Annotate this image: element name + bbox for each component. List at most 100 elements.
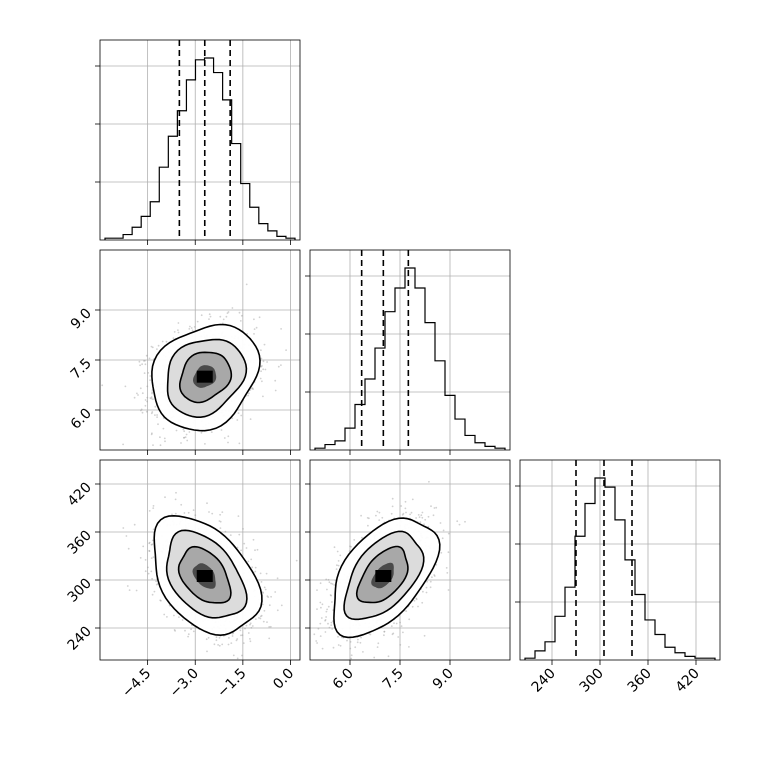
histogram-panel-p2 xyxy=(515,459,721,661)
sample-point xyxy=(258,316,261,319)
x-tick-label-p0-1: −3.0 xyxy=(167,666,202,701)
sample-point xyxy=(369,633,372,636)
sample-point xyxy=(357,638,359,641)
sample-point xyxy=(260,370,262,373)
sample-point xyxy=(373,656,376,659)
sample-point xyxy=(236,546,239,549)
sample-point xyxy=(253,328,256,330)
sample-point xyxy=(350,654,353,657)
sample-point xyxy=(411,498,414,501)
histogram-step-p0 xyxy=(104,57,296,240)
sample-point xyxy=(317,627,320,630)
sample-point xyxy=(405,610,408,612)
sample-point xyxy=(236,419,239,421)
sample-point xyxy=(250,626,253,629)
sample-point xyxy=(154,405,157,408)
sample-point xyxy=(240,414,243,417)
sample-point xyxy=(376,646,379,648)
sample-point xyxy=(327,622,329,625)
sample-point xyxy=(261,591,264,594)
sample-point xyxy=(236,657,239,660)
sample-point xyxy=(252,538,255,541)
sample-point xyxy=(190,327,193,329)
sample-point xyxy=(157,423,159,426)
density-panel-p1-p2 xyxy=(309,459,511,661)
sample-point xyxy=(124,385,127,388)
histogram-frame-p1 xyxy=(309,249,511,451)
sample-point xyxy=(101,384,104,387)
sample-point xyxy=(325,610,328,613)
sample-point xyxy=(435,506,438,509)
sample-point xyxy=(392,632,395,635)
sample-point xyxy=(247,560,250,563)
sample-point xyxy=(173,629,176,631)
sample-point xyxy=(262,592,265,594)
sample-point xyxy=(183,430,186,433)
sample-point xyxy=(421,516,424,519)
sample-point xyxy=(331,583,334,585)
sample-point xyxy=(239,320,242,322)
sample-point xyxy=(122,527,125,529)
sample-point xyxy=(140,408,143,411)
sample-point xyxy=(324,619,326,622)
sample-point xyxy=(224,530,227,533)
density-core-2 xyxy=(375,570,392,582)
sample-point xyxy=(259,617,262,620)
y-tick-label-p2-3: 420 xyxy=(65,480,95,510)
sample-point xyxy=(152,398,154,401)
sample-point xyxy=(149,379,152,381)
sample-point xyxy=(151,543,154,546)
sample-point xyxy=(265,572,268,575)
sample-point xyxy=(154,414,156,416)
sample-point xyxy=(254,618,257,620)
sample-point xyxy=(264,368,267,371)
sample-point xyxy=(139,364,142,367)
sample-point xyxy=(399,644,402,646)
sample-point xyxy=(172,337,175,339)
sample-point xyxy=(148,357,151,360)
sample-point xyxy=(171,513,173,516)
sample-point xyxy=(148,541,151,544)
sample-point xyxy=(249,418,252,420)
sample-point xyxy=(159,444,162,447)
sample-point xyxy=(274,591,277,593)
histogram-panel-p0 xyxy=(95,39,301,241)
sample-point xyxy=(408,646,410,648)
sample-point xyxy=(237,412,240,414)
sample-point xyxy=(402,631,404,634)
sample-point xyxy=(251,566,254,569)
sample-point xyxy=(175,491,177,494)
sample-point xyxy=(399,621,401,624)
x-tick-label-p2-2: 360 xyxy=(625,666,655,696)
sample-point xyxy=(428,480,430,483)
sample-point xyxy=(441,537,444,540)
sample-point xyxy=(200,314,203,317)
sample-point xyxy=(368,517,370,520)
sample-point xyxy=(425,591,428,594)
sample-point xyxy=(251,387,254,389)
sample-point xyxy=(425,586,428,589)
sample-point xyxy=(153,590,156,593)
sample-point xyxy=(313,633,316,636)
sample-point xyxy=(238,442,241,445)
sample-point xyxy=(221,643,224,646)
sample-point xyxy=(419,521,422,524)
sample-point xyxy=(427,515,430,518)
y-tick-label-p2-0: 240 xyxy=(65,624,95,654)
sample-point xyxy=(209,315,212,318)
sample-point xyxy=(151,539,154,542)
sample-point xyxy=(260,357,263,360)
sample-point xyxy=(159,599,162,602)
sample-point xyxy=(193,326,196,328)
sample-point xyxy=(242,642,245,644)
sample-point xyxy=(184,629,186,632)
sample-point xyxy=(188,431,191,433)
histogram-panel-p1 xyxy=(305,249,511,451)
sample-point xyxy=(145,410,148,413)
sample-point xyxy=(378,511,381,514)
sample-point xyxy=(354,646,357,649)
sample-point xyxy=(174,630,177,632)
sample-point xyxy=(183,436,186,439)
contour-line-0-0 xyxy=(151,323,261,432)
sample-point xyxy=(445,567,448,569)
